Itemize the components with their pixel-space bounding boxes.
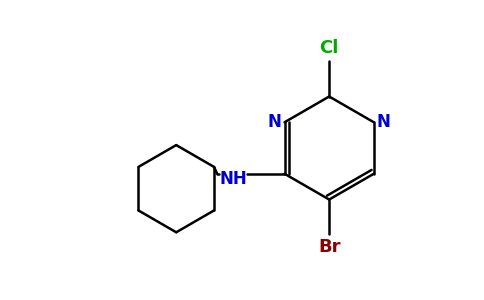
Text: Br: Br [318, 238, 340, 256]
Text: NH: NH [219, 170, 247, 188]
Text: N: N [377, 113, 391, 131]
Text: N: N [268, 113, 282, 131]
Text: Cl: Cl [319, 39, 339, 57]
